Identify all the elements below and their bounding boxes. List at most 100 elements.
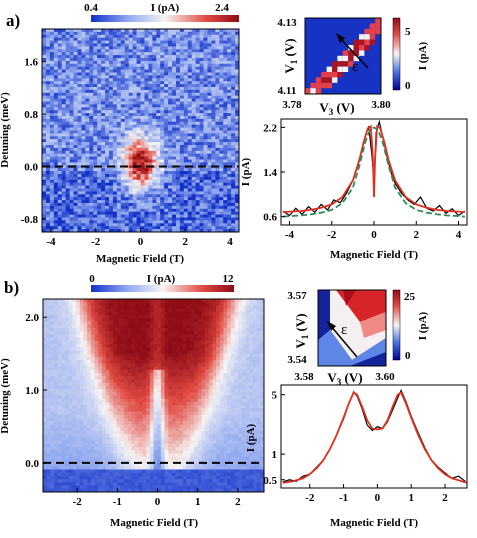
heatmap-cell (50, 340, 55, 345)
heatmap-cell (81, 188, 86, 192)
heatmap-cell (140, 113, 145, 117)
heatmap-cell (256, 347, 261, 351)
heatmap-cell (124, 40, 130, 44)
heatmap-cell (46, 360, 51, 364)
heatmap-cell (197, 327, 202, 332)
heatmap-cell (65, 133, 70, 137)
heatmap-cell (50, 337, 55, 342)
heatmap-cell (132, 145, 137, 149)
heatmap-cell (105, 145, 110, 149)
heatmap-cell (101, 200, 106, 204)
heatmap-cell (43, 334, 48, 338)
heatmap-cell (175, 188, 181, 192)
heatmap-cell (187, 116, 193, 120)
heatmap-cell (187, 60, 193, 65)
heatmap-cell (160, 337, 165, 342)
heatmap-cell (42, 124, 47, 128)
heatmap-cell (211, 127, 216, 131)
heatmap-cell (50, 308, 55, 313)
heatmap-cell (227, 46, 232, 50)
heatmap-cell (175, 95, 181, 99)
heatmap-cell (83, 331, 88, 335)
heatmap-cell (94, 324, 99, 329)
heatmap-cell (116, 174, 122, 178)
heatmap-cell (215, 179, 220, 184)
panel-a-inset-colorbar (392, 17, 401, 91)
heatmap-cell (116, 104, 122, 108)
heatmap-cell (231, 127, 236, 131)
heatmap-cell (235, 182, 239, 186)
heatmap-cell (54, 363, 59, 367)
heatmap-cell (207, 69, 212, 73)
heatmap-cell (105, 350, 110, 355)
heatmap-cell (207, 133, 212, 137)
heatmap-cell (112, 136, 118, 140)
heatmap-cell (57, 113, 63, 117)
heatmap-cell (98, 353, 103, 358)
heatmap-cell (43, 344, 48, 348)
heatmap-cell (112, 350, 118, 355)
heatmap-cell (112, 366, 118, 371)
heatmap-cell (144, 116, 149, 120)
heatmap-cell (157, 305, 162, 310)
heatmap-cell (144, 89, 149, 94)
heatmap-cell (53, 150, 59, 155)
heatmap-cell (208, 356, 213, 361)
heatmap-cell (190, 350, 195, 355)
heatmap-cell (89, 226, 94, 230)
heatmap-cell (219, 344, 224, 348)
heatmap-cell (49, 31, 55, 36)
heatmap-cell (223, 101, 228, 105)
heatmap-cell (132, 176, 137, 181)
heatmap-cell (81, 147, 86, 152)
heatmap-cell (42, 40, 47, 44)
heatmap-cell (61, 153, 67, 157)
heatmap-cell (160, 305, 165, 310)
heatmap-cell (65, 150, 70, 155)
heatmap-cell (168, 305, 173, 310)
heatmap-cell (211, 223, 216, 227)
heatmap-cell (65, 156, 70, 160)
heatmap-cell (43, 353, 48, 358)
heatmap-cell (77, 229, 82, 232)
heatmap-cell (65, 37, 70, 41)
heatmap-cell (65, 208, 70, 213)
heatmap-cell (120, 226, 126, 230)
heatmap-cell (235, 188, 239, 192)
heatmap-cell (207, 159, 212, 163)
heatmap-cell (190, 340, 195, 345)
heatmap-cell (116, 211, 122, 215)
heatmap-cell (152, 127, 157, 131)
heatmap-cell (199, 226, 204, 230)
heatmap-cell (199, 145, 204, 149)
heatmap-cell (227, 130, 232, 134)
heatmap-cell (49, 43, 55, 47)
heatmap-cell (140, 168, 145, 172)
heatmap-cell (215, 81, 220, 85)
heatmap-cell (211, 156, 216, 160)
heatmap-cell (182, 350, 188, 355)
heatmap-cell (101, 29, 106, 33)
heatmap-cell (164, 98, 169, 102)
heatmap-cell (211, 214, 216, 218)
heatmap-cell (195, 69, 200, 73)
heatmap-cell (260, 321, 264, 326)
heatmap-cell (235, 52, 239, 56)
heatmap-cell (191, 55, 197, 59)
heatmap-cell (211, 159, 216, 163)
heatmap-cell (187, 72, 193, 76)
heatmap-cell (61, 52, 67, 56)
heatmap-cell (61, 331, 66, 335)
heatmap-cell (105, 334, 110, 338)
heatmap-cell (61, 211, 67, 215)
heatmap-cell (182, 356, 188, 361)
heatmap-cell (76, 327, 81, 332)
heatmap-cell (98, 369, 103, 374)
heatmap-cell (43, 337, 48, 342)
heatmap-cell (227, 337, 232, 342)
heatmap-cell (61, 191, 67, 195)
heatmap-cell (97, 72, 102, 76)
heatmap-cell (215, 98, 220, 102)
heatmap-cell (90, 305, 95, 310)
heatmap-cell (260, 315, 264, 319)
